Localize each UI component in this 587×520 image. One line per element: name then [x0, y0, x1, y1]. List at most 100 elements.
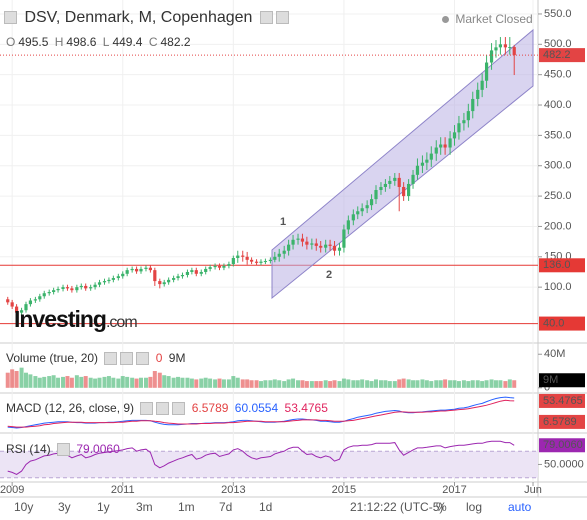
volume-bar — [369, 381, 374, 388]
market-status: Market Closed — [442, 12, 536, 26]
volume-bar — [434, 380, 439, 388]
volume-bar — [111, 377, 116, 388]
y-tick-label: 450.0 — [544, 69, 572, 81]
volume-bar — [65, 376, 70, 388]
macd-legend: MACD (12, 26, close, 9) 6.5789 60.0554 5… — [6, 401, 331, 416]
candle-body — [328, 244, 332, 246]
candle-body — [14, 306, 19, 313]
settings-icon[interactable] — [275, 11, 289, 25]
volume-bar — [180, 377, 185, 388]
volume-bar — [438, 380, 443, 388]
chart-title: DSV, Denmark, M, Copenhagen — [24, 9, 253, 26]
trend-channel[interactable] — [271, 28, 534, 300]
candle-body — [10, 302, 14, 307]
candle-body — [148, 267, 152, 271]
volume-bar — [304, 381, 309, 388]
volume-bar — [346, 379, 351, 388]
macd-tag: 6.5789 — [543, 416, 577, 428]
volume-bar — [249, 380, 254, 388]
toolbar-button[interactable]: 3m — [136, 500, 153, 514]
candle-body — [296, 238, 300, 240]
settings-icon[interactable] — [104, 352, 118, 366]
toolbar-button[interactable]: log — [466, 500, 483, 514]
toolbar-button[interactable]: 3y — [58, 500, 71, 514]
settings-icon[interactable] — [172, 402, 186, 416]
candle-body — [231, 258, 235, 265]
y-tick-label: 100.0 — [544, 281, 572, 293]
volume-bar — [415, 380, 420, 388]
menu-icon[interactable] — [4, 11, 17, 25]
ohlc-value: 498.6 — [66, 35, 97, 49]
legend-value: 60.0554 — [234, 401, 279, 415]
settings-icon[interactable] — [156, 402, 170, 416]
volume-bar — [213, 379, 218, 388]
price-tag-bg — [539, 316, 585, 331]
volume-bar — [452, 380, 457, 388]
candle-body — [383, 183, 387, 187]
toolbar-button[interactable]: auto — [508, 500, 532, 514]
y-tick-label: 200.0 — [544, 220, 572, 232]
settings-icon[interactable] — [140, 402, 154, 416]
volume-bar — [328, 381, 333, 388]
volume-bar — [14, 371, 19, 388]
volume-bar — [162, 375, 167, 388]
toolbar-button[interactable]: 1m — [178, 500, 195, 514]
volume-bar — [83, 376, 88, 388]
volume-bar — [226, 379, 231, 388]
volume-bar — [189, 378, 194, 388]
volume-bar — [102, 376, 107, 388]
candle-body — [89, 287, 93, 289]
candle-body — [180, 275, 185, 277]
candle-body — [508, 47, 512, 49]
price-tag-bg — [539, 258, 585, 273]
volume-bar — [208, 378, 213, 388]
candle-body — [227, 264, 231, 266]
volume-bar — [69, 377, 74, 388]
settings-icon[interactable] — [57, 443, 71, 457]
volume-bar — [152, 371, 157, 388]
x-tick-label: 2015 — [332, 484, 356, 496]
volume-bar — [138, 377, 143, 388]
candle-body — [310, 243, 314, 245]
candle-body — [360, 208, 364, 212]
toolbar-button[interactable]: 7d — [219, 500, 233, 514]
settings-icon[interactable] — [120, 352, 134, 366]
volume-tag: 9M — [543, 374, 558, 386]
candle-body — [369, 199, 374, 206]
toolbar-button[interactable]: 1d — [259, 500, 273, 514]
volume-bar — [383, 380, 388, 388]
toolbar-button[interactable]: 1y — [97, 500, 110, 514]
settings-icon[interactable] — [259, 11, 273, 25]
candle-body — [291, 239, 295, 245]
legend-value: 9M — [168, 351, 186, 365]
volume-bar — [484, 380, 489, 388]
y-tick-label: 400.0 — [544, 99, 572, 111]
toolbar-button[interactable]: 10y — [14, 500, 34, 514]
candle-body — [162, 282, 166, 285]
candle-body — [263, 261, 268, 263]
candle-body — [397, 177, 401, 187]
volume-bar — [245, 379, 250, 388]
legend-value: 79.0060 — [76, 442, 120, 456]
candle-body — [130, 268, 134, 271]
volume-bar — [314, 381, 319, 388]
candle-body — [443, 144, 447, 148]
candle-body — [6, 299, 10, 303]
volume-bar — [217, 378, 222, 388]
candle-body — [388, 180, 392, 184]
volume-bar — [397, 379, 402, 388]
volume-bar — [332, 380, 337, 388]
toolbar-button[interactable]: % — [436, 500, 447, 514]
candle-body — [144, 267, 148, 269]
candle-body — [476, 89, 480, 99]
candle-body — [314, 243, 318, 246]
y-tick-label: 550.0 — [544, 8, 572, 20]
volume-bar — [221, 379, 226, 388]
ohlc-value: 482.2 — [160, 35, 191, 49]
volume-bar — [282, 381, 287, 388]
candle-body — [434, 147, 438, 154]
volume-bar — [88, 377, 93, 388]
settings-icon[interactable] — [136, 352, 150, 366]
y-tick-label: 0 — [544, 382, 550, 394]
